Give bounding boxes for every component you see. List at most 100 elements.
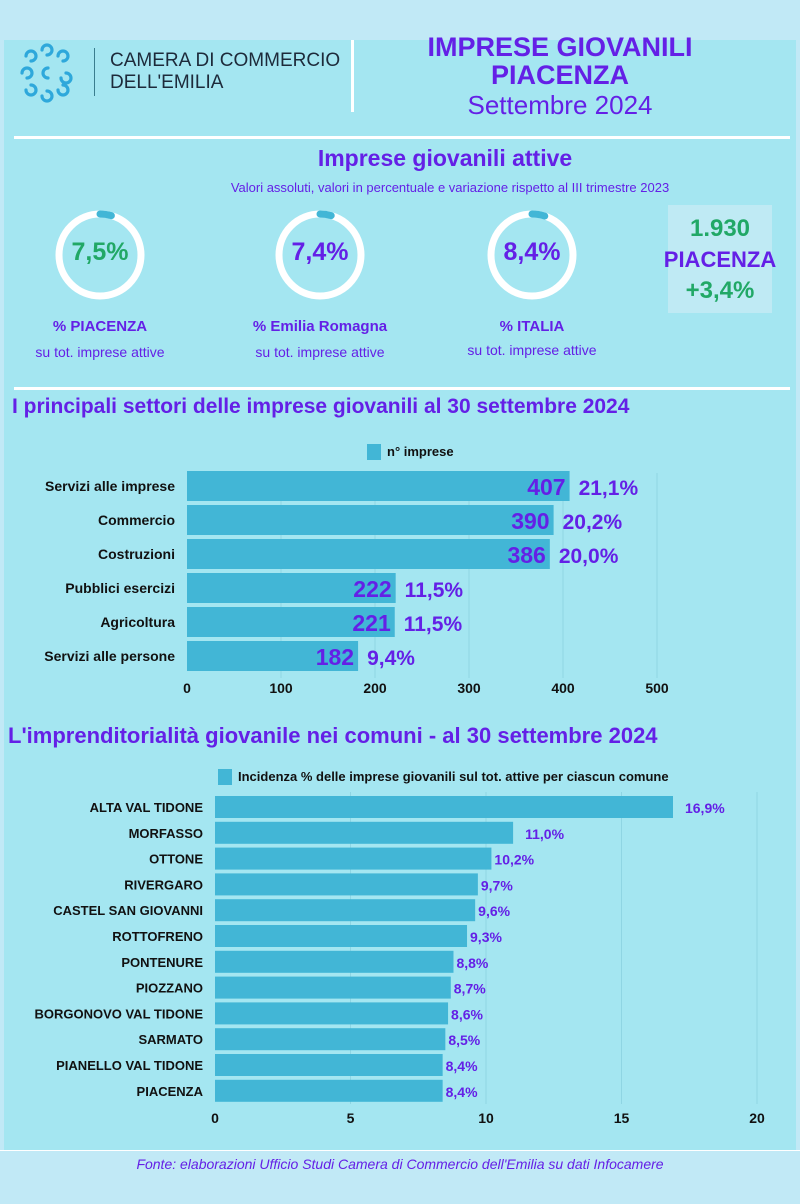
total-name: PIACENZA — [663, 247, 777, 272]
x-tick-label: 10 — [478, 1110, 494, 1126]
bar-value-label: 8,4% — [446, 1058, 478, 1074]
donut-fill — [275, 210, 365, 300]
bar-value-label: 407 — [527, 474, 565, 500]
legend-label: n° imprese — [387, 444, 454, 459]
category-label: CASTEL SAN GIOVANNI — [53, 903, 203, 918]
bar-percent-label: 11,5% — [404, 613, 463, 636]
municipalities-chart-title: L'imprenditorialità giovanile nei comuni… — [8, 723, 658, 748]
sectors-chart-title: I principali settori delle imprese giova… — [12, 395, 630, 418]
category-label: SARMATO — [138, 1032, 203, 1047]
donut-value: 7,5% — [71, 238, 129, 266]
title-line2: PIACENZA — [490, 60, 629, 90]
bar-value-label: 11,0% — [525, 826, 564, 842]
x-tick-label: 200 — [363, 680, 387, 696]
category-label: PONTENURE — [121, 955, 203, 970]
bar-percent-label: 21,1% — [579, 477, 639, 500]
legend-label: Incidenza % delle imprese giovanili sul … — [238, 769, 669, 784]
org-line2: DELL'EMILIA — [110, 72, 224, 93]
legend-swatch — [218, 769, 232, 785]
x-tick-label: 400 — [551, 680, 575, 696]
bar — [215, 950, 454, 973]
category-label: ALTA VAL TIDONE — [90, 800, 204, 815]
donut-sublabel: su tot. imprese attive — [255, 344, 385, 360]
x-tick-label: 300 — [457, 680, 481, 696]
donut-chart — [55, 210, 145, 300]
logo-divider — [94, 48, 95, 96]
bar-value-label: 9,6% — [478, 903, 510, 919]
donut-label: % PIACENZA — [52, 318, 148, 335]
bar-value-label: 8,8% — [456, 955, 488, 971]
bar — [215, 925, 468, 947]
category-label: PIOZZANO — [136, 981, 203, 996]
bar-value-label: 8,5% — [448, 1032, 480, 1048]
total-count: 1.930 — [689, 215, 751, 242]
category-label: Servizi alle imprese — [45, 478, 175, 494]
bar — [215, 847, 492, 870]
org-name: CAMERA DI COMMERCIO DELL'EMILIA — [110, 50, 340, 94]
bar — [215, 873, 478, 896]
bar — [187, 539, 550, 569]
total-change: +3,4% — [685, 277, 755, 304]
bar — [187, 573, 396, 603]
footer-divider — [0, 1150, 800, 1151]
bar-value-label: 221 — [352, 610, 391, 636]
x-tick-label: 500 — [645, 680, 669, 696]
x-tick-label: 5 — [347, 1110, 355, 1126]
bar-percent-label: 9,4% — [367, 647, 415, 670]
bar-value-label: 8,4% — [446, 1084, 478, 1100]
bar-value-label: 10,2% — [494, 852, 534, 868]
bar — [215, 796, 673, 818]
sectors-bar-chart: 0 100 200 300 400 500 n° imprese Servizi alle i… — [44, 444, 669, 696]
category-label: BORGONOVO VAL TIDONE — [34, 1006, 203, 1021]
bar-percent-label: 11,5% — [405, 579, 464, 602]
bar-value-label: 8,6% — [451, 1006, 483, 1022]
piacenza-total-box: 1.930 PIACENZA +3,4% — [664, 205, 776, 313]
x-tick-label: 0 — [183, 680, 191, 696]
bar-percent-label: 20,2% — [563, 511, 623, 534]
bar-value-label: 9,7% — [481, 877, 513, 893]
bar — [215, 1002, 449, 1025]
category-label: OTTONE — [149, 852, 203, 867]
bar-value-label: 9,3% — [470, 929, 502, 945]
donut-fill — [55, 210, 145, 300]
bar-value-label: 390 — [511, 508, 549, 534]
donut-sublabel: su tot. imprese attive — [467, 342, 597, 358]
org-line1: CAMERA DI COMMERCIO — [110, 50, 341, 71]
donut-label: % Emilia Romagna — [252, 318, 388, 335]
title-line1: IMPRESE GIOVANILI — [427, 32, 693, 62]
bar — [215, 1028, 446, 1051]
bar — [187, 607, 395, 637]
category-label: PIACENZA — [137, 1084, 204, 1099]
category-label: Servizi alle persone — [44, 648, 175, 664]
bar — [187, 471, 570, 501]
donut-value: 8,4% — [503, 238, 561, 266]
bar — [215, 1079, 443, 1102]
bar-value-label: 386 — [507, 542, 545, 568]
x-tick-label: 15 — [614, 1110, 630, 1126]
divider — [14, 387, 790, 390]
category-label: Costruzioni — [98, 546, 175, 562]
divider — [14, 136, 790, 139]
x-tick-label: 100 — [269, 680, 293, 696]
bar — [215, 821, 514, 844]
header-title: IMPRESE GIOVANILI PIACENZA Settembre 202… — [400, 33, 720, 121]
bar-value-label: 8,7% — [454, 981, 486, 997]
kpi-subtitle: Valori assoluti, valori in percentuale e… — [230, 180, 670, 195]
category-label: Commercio — [98, 512, 175, 528]
kpi-title: Imprese giovanili attive — [317, 145, 573, 171]
municipalities-bar-chart: 0 5 10 15 20 Incidenza % delle imprese giovan… — [34, 769, 765, 1126]
legend-swatch — [367, 444, 381, 460]
donut-label: % ITALIA — [499, 318, 565, 335]
x-tick-label: 0 — [211, 1110, 219, 1126]
category-label: MORFASSO — [129, 826, 203, 841]
title-date: Settembre 2024 — [467, 90, 653, 120]
bar-value-label: 16,9% — [685, 800, 725, 816]
bar — [215, 976, 451, 999]
category-label: Pubblici esercizi — [65, 580, 175, 596]
bar — [187, 505, 554, 535]
header-divider — [351, 40, 354, 112]
bar — [215, 899, 476, 922]
source-footer: Fonte: elaborazioni Ufficio Studi Camera… — [136, 1156, 664, 1172]
bar — [215, 1054, 443, 1076]
donut-fill — [487, 210, 577, 300]
